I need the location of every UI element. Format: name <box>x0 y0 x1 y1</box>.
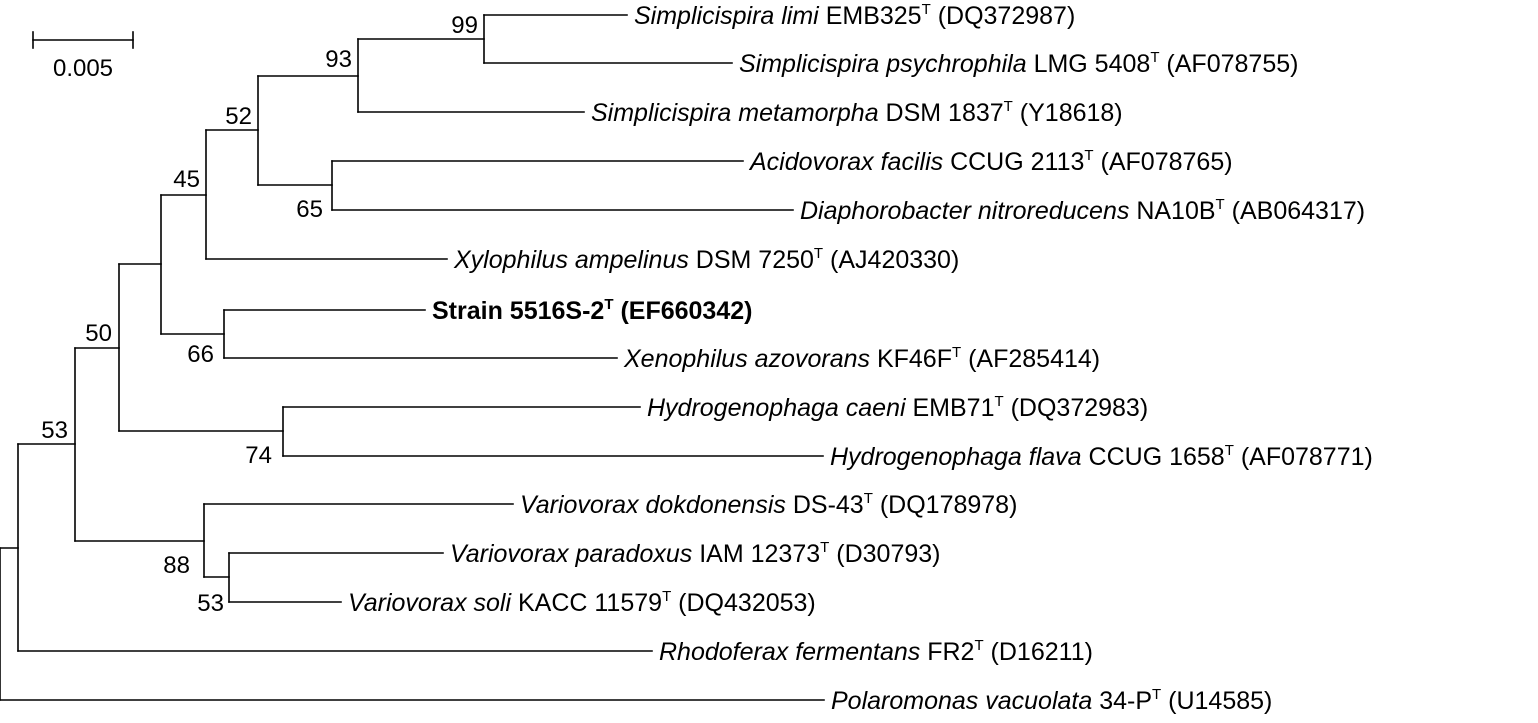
taxon-species-name: Diaphorobacter nitroreducens <box>800 197 1136 225</box>
taxon-accession: (D16211) <box>984 638 1093 666</box>
type-strain-superscript: T <box>604 296 613 313</box>
taxon-label-a-facilis: Acidovorax facilis CCUG 2113T (AF078765) <box>748 147 1233 176</box>
bootstrap-value: 74 <box>245 442 272 469</box>
type-strain-superscript: T <box>922 1 931 18</box>
taxon-species-name: Variovorax soli <box>348 589 518 617</box>
type-strain-superscript: T <box>1152 686 1161 703</box>
taxon-accession: (DQ372983) <box>1004 394 1149 422</box>
taxon-label-v-paradoxus: Variovorax paradoxus IAM 12373T (D30793) <box>450 539 940 568</box>
taxon-strain: 34-P <box>1099 687 1152 715</box>
taxon-accession: (AF078765) <box>1094 148 1233 176</box>
taxon-strain: KACC 11579 <box>518 589 662 617</box>
bootstrap-value: 45 <box>173 166 200 193</box>
taxon-accession: (AF078755) <box>1159 50 1298 78</box>
type-strain-superscript: T <box>864 490 873 507</box>
bootstrap-value: 99 <box>451 12 478 39</box>
taxon-strain: Strain 5516S-2 <box>432 297 604 325</box>
taxon-species-name: Rhodoferax fermentans <box>659 638 927 666</box>
type-strain-superscript: T <box>1216 196 1225 213</box>
taxon-accession: (DQ178978) <box>873 491 1018 519</box>
taxon-strain: EMB71 <box>912 394 994 422</box>
taxon-accession: (DQ372987) <box>931 2 1076 30</box>
taxon-strain: DSM 7250 <box>696 246 814 274</box>
taxon-species-name: Variovorax dokdonensis <box>520 491 793 519</box>
type-strain-superscript: T <box>974 637 983 654</box>
taxon-strain: NA10B <box>1136 197 1215 225</box>
taxon-accession: (D30793) <box>829 540 940 568</box>
taxon-labels: Simplicispira limi EMB325T (DQ372987)Sim… <box>348 1 1373 715</box>
taxon-strain: FR2 <box>927 638 974 666</box>
bootstrap-value: 53 <box>197 590 224 617</box>
type-strain-superscript: T <box>820 539 829 556</box>
taxon-species-name: Hydrogenophaga flava <box>830 443 1089 471</box>
taxon-accession: (AF285414) <box>961 345 1100 373</box>
type-strain-superscript: T <box>1225 442 1234 459</box>
bootstrap-labels: 99 93 52 45 65 66 50 53 74 88 53 <box>41 12 478 617</box>
taxon-accession: (AB064317) <box>1225 197 1365 225</box>
taxon-species-name: Polaromonas vacuolata <box>831 687 1099 715</box>
type-strain-superscript: T <box>1150 49 1159 66</box>
taxon-label-s-limi: Simplicispira limi EMB325T (DQ372987) <box>634 1 1075 30</box>
taxon-accession: (U14585) <box>1161 687 1272 715</box>
bootstrap-value: 53 <box>41 417 68 444</box>
taxon-label-d-nitroreducens: Diaphorobacter nitroreducens NA10BT (AB0… <box>800 196 1365 225</box>
taxon-strain: KF46F <box>877 345 952 373</box>
taxon-label-v-soli: Variovorax soli KACC 11579T (DQ432053) <box>348 588 816 617</box>
taxon-accession: (DQ432053) <box>671 589 816 617</box>
taxon-label-r-fermentans: Rhodoferax fermentans FR2T (D16211) <box>659 637 1093 666</box>
taxon-strain: DS-43 <box>793 491 864 519</box>
taxon-species-name: Variovorax paradoxus <box>450 540 699 568</box>
type-strain-superscript: T <box>952 344 961 361</box>
taxon-species-name: Simplicispira limi <box>634 2 826 30</box>
taxon-species-name: Simplicispira psychrophila <box>739 50 1034 78</box>
taxon-strain: IAM 12373 <box>699 540 820 568</box>
taxon-strain: CCUG 1658 <box>1089 443 1225 471</box>
bootstrap-value: 50 <box>85 320 112 347</box>
type-strain-superscript: T <box>814 245 823 262</box>
taxon-label-s-metamorpha: Simplicispira metamorpha DSM 1837T (Y186… <box>591 98 1123 127</box>
taxon-species-name: Xenophilus azovorans <box>623 345 877 373</box>
taxon-strain: LMG 5408 <box>1034 50 1151 78</box>
taxon-species-name: Hydrogenophaga caeni <box>647 394 912 422</box>
type-strain-superscript: T <box>662 588 671 605</box>
scale-bar: 0.005 <box>32 31 134 82</box>
taxon-label-s-psychrophila: Simplicispira psychrophila LMG 5408T (AF… <box>739 49 1298 78</box>
taxon-accession: (AF078771) <box>1234 443 1373 471</box>
scale-bar-label: 0.005 <box>53 55 113 82</box>
type-strain-superscript: T <box>994 393 1003 410</box>
taxon-species-name: Xylophilus ampelinus <box>453 246 696 274</box>
taxon-label-v-dokdonensis: Variovorax dokdonensis DS-43T (DQ178978) <box>520 490 1017 519</box>
taxon-strain: CCUG 2113 <box>950 148 1084 176</box>
taxon-label-p-vacuolata: Polaromonas vacuolata 34-PT (U14585) <box>831 686 1272 715</box>
taxon-strain: EMB325 <box>826 2 922 30</box>
tree-branches <box>0 14 825 701</box>
taxon-label-h-caeni: Hydrogenophaga caeni EMB71T (DQ372983) <box>647 393 1148 422</box>
bootstrap-value: 65 <box>296 196 323 223</box>
type-strain-superscript: T <box>1084 147 1093 164</box>
bootstrap-value: 52 <box>225 103 252 130</box>
taxon-label-strain-5516s-2: Strain 5516S-2T (EF660342) <box>432 296 752 325</box>
taxon-accession: (AJ420330) <box>823 246 959 274</box>
bootstrap-value: 93 <box>325 46 352 73</box>
taxon-strain: DSM 1837 <box>886 99 1004 127</box>
taxon-species-name: Acidovorax facilis <box>748 148 950 176</box>
taxon-accession: (Y18618) <box>1013 99 1123 127</box>
taxon-label-x-azovorans: Xenophilus azovorans KF46FT (AF285414) <box>623 344 1100 373</box>
bootstrap-value: 88 <box>163 552 190 579</box>
bootstrap-value: 66 <box>187 341 214 368</box>
taxon-accession: (EF660342) <box>614 297 753 325</box>
type-strain-superscript: T <box>1004 98 1013 115</box>
taxon-species-name: Simplicispira metamorpha <box>591 99 886 127</box>
taxon-label-x-ampelinus: Xylophilus ampelinus DSM 7250T (AJ420330… <box>453 245 959 274</box>
taxon-label-h-flava: Hydrogenophaga flava CCUG 1658T (AF07877… <box>830 442 1373 471</box>
